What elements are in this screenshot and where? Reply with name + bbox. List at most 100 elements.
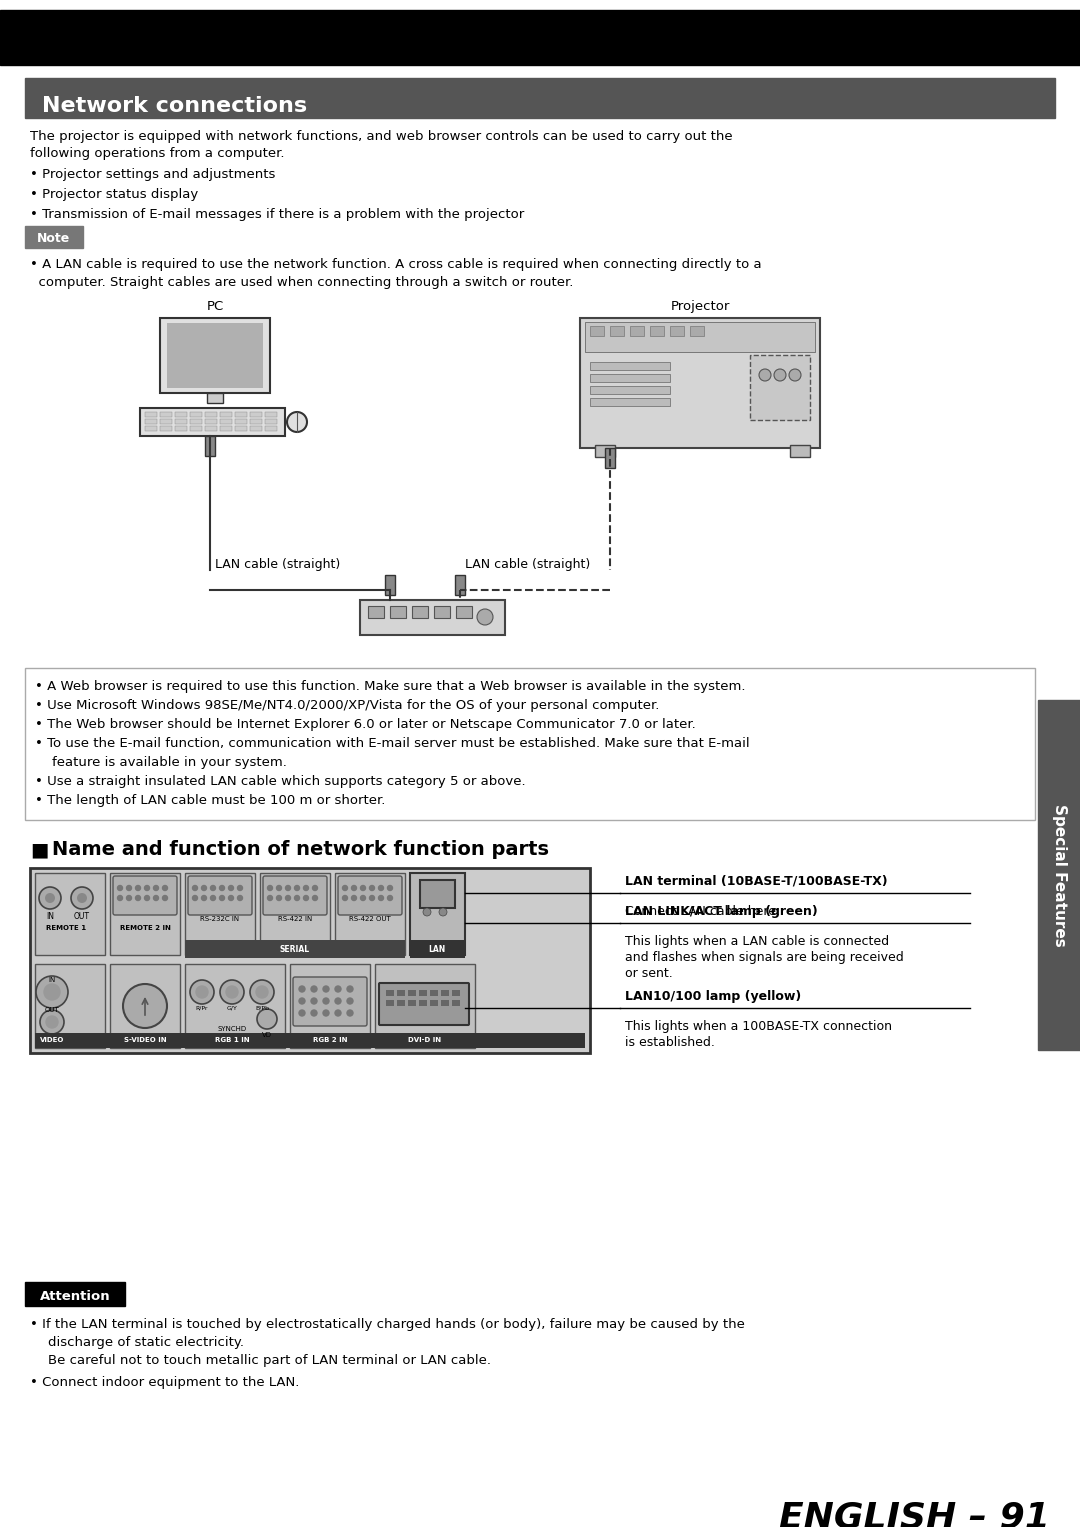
Bar bbox=[453, 989, 460, 996]
Circle shape bbox=[39, 887, 60, 909]
Text: RS-422 OUT: RS-422 OUT bbox=[349, 916, 391, 922]
Circle shape bbox=[299, 1009, 305, 1015]
Circle shape bbox=[46, 1015, 58, 1028]
Circle shape bbox=[438, 909, 447, 916]
Bar bbox=[220, 412, 232, 417]
FancyBboxPatch shape bbox=[113, 876, 177, 915]
Bar bbox=[580, 318, 820, 447]
Circle shape bbox=[369, 886, 375, 890]
Bar bbox=[205, 437, 215, 457]
Bar bbox=[430, 989, 438, 996]
Text: • To use the E-mail function, communication with E-mail server must be establish: • To use the E-mail function, communicat… bbox=[35, 738, 750, 750]
Bar bbox=[456, 606, 472, 618]
Text: • Use a straight insulated LAN cable which supports category 5 or above.: • Use a straight insulated LAN cable whi… bbox=[35, 776, 526, 788]
Text: • A Web browser is required to use this function. Make sure that a Web browser i: • A Web browser is required to use this … bbox=[35, 680, 745, 693]
Text: This lights when a 100BASE-TX connection: This lights when a 100BASE-TX connection bbox=[625, 1020, 892, 1032]
Circle shape bbox=[361, 895, 365, 901]
Text: Note: Note bbox=[38, 232, 70, 246]
Circle shape bbox=[219, 895, 225, 901]
Text: VIDEO: VIDEO bbox=[40, 1037, 64, 1043]
Circle shape bbox=[335, 986, 341, 993]
Circle shape bbox=[211, 895, 216, 901]
Text: The projector is equipped with network functions, and web browser controls can b: The projector is equipped with network f… bbox=[30, 130, 732, 160]
Text: • Use Microsoft Windows 98SE/Me/NT4.0/2000/XP/Vista for the OS of your personal : • Use Microsoft Windows 98SE/Me/NT4.0/20… bbox=[35, 699, 660, 712]
Circle shape bbox=[774, 370, 786, 382]
Text: ENGLISH – 91: ENGLISH – 91 bbox=[779, 1500, 1050, 1527]
Bar bbox=[368, 606, 384, 618]
Text: VD: VD bbox=[262, 1032, 272, 1038]
Text: LAN: LAN bbox=[429, 945, 446, 954]
Bar bbox=[590, 386, 670, 394]
Bar bbox=[690, 325, 704, 336]
Bar bbox=[291, 964, 370, 1048]
Circle shape bbox=[312, 886, 318, 890]
Bar bbox=[260, 873, 330, 954]
Bar bbox=[453, 1000, 460, 1006]
Bar bbox=[235, 418, 247, 425]
Circle shape bbox=[145, 895, 149, 901]
Circle shape bbox=[311, 999, 318, 1003]
Bar bbox=[185, 941, 405, 957]
Bar bbox=[265, 412, 276, 417]
Text: LAN LINK/ACT lamp (green): LAN LINK/ACT lamp (green) bbox=[625, 906, 818, 918]
Circle shape bbox=[342, 886, 348, 890]
Circle shape bbox=[256, 986, 268, 999]
Text: or sent.: or sent. bbox=[625, 967, 673, 980]
Bar bbox=[650, 325, 664, 336]
Circle shape bbox=[162, 895, 167, 901]
Text: OUT: OUT bbox=[44, 1006, 59, 1012]
Bar bbox=[420, 880, 455, 909]
Circle shape bbox=[126, 886, 132, 890]
Circle shape bbox=[45, 893, 55, 902]
Circle shape bbox=[789, 370, 801, 382]
Bar bbox=[441, 989, 449, 996]
Bar bbox=[235, 412, 247, 417]
Text: • Projector settings and adjustments: • Projector settings and adjustments bbox=[30, 168, 275, 182]
Bar bbox=[595, 444, 615, 457]
Circle shape bbox=[268, 895, 272, 901]
Bar bbox=[145, 412, 157, 417]
Bar bbox=[670, 325, 684, 336]
FancyBboxPatch shape bbox=[379, 983, 469, 1025]
Circle shape bbox=[153, 886, 159, 890]
Circle shape bbox=[388, 886, 392, 890]
Bar bbox=[167, 324, 264, 388]
Bar bbox=[190, 418, 202, 425]
Text: IN: IN bbox=[46, 912, 54, 921]
Text: • Connect indoor equipment to the LAN.: • Connect indoor equipment to the LAN. bbox=[30, 1376, 299, 1390]
Circle shape bbox=[312, 895, 318, 901]
Circle shape bbox=[195, 986, 208, 999]
Bar bbox=[160, 426, 172, 431]
Bar bbox=[265, 418, 276, 425]
Circle shape bbox=[347, 986, 353, 993]
Circle shape bbox=[226, 986, 238, 999]
Circle shape bbox=[423, 909, 431, 916]
Text: LAN cable (straight): LAN cable (straight) bbox=[465, 557, 591, 571]
Circle shape bbox=[323, 999, 329, 1003]
Bar bbox=[397, 989, 405, 996]
Text: PC: PC bbox=[206, 299, 224, 313]
Circle shape bbox=[238, 895, 243, 901]
Circle shape bbox=[347, 999, 353, 1003]
Circle shape bbox=[268, 886, 272, 890]
Circle shape bbox=[229, 895, 233, 901]
Circle shape bbox=[351, 886, 356, 890]
Circle shape bbox=[335, 1009, 341, 1015]
Circle shape bbox=[361, 886, 365, 890]
Bar bbox=[335, 873, 405, 954]
Circle shape bbox=[135, 886, 140, 890]
Bar bbox=[35, 1032, 585, 1048]
Circle shape bbox=[351, 895, 356, 901]
Circle shape bbox=[192, 886, 198, 890]
Bar bbox=[205, 412, 217, 417]
Bar bbox=[1038, 699, 1080, 1051]
Bar bbox=[207, 392, 222, 403]
Bar bbox=[430, 1000, 438, 1006]
Text: LAN terminal (10BASE-T/100BASE-TX): LAN terminal (10BASE-T/100BASE-TX) bbox=[625, 875, 888, 889]
Bar bbox=[220, 426, 232, 431]
Text: Projector: Projector bbox=[671, 299, 730, 313]
Bar bbox=[384, 576, 395, 596]
Circle shape bbox=[202, 895, 206, 901]
Bar bbox=[175, 426, 187, 431]
Circle shape bbox=[285, 895, 291, 901]
